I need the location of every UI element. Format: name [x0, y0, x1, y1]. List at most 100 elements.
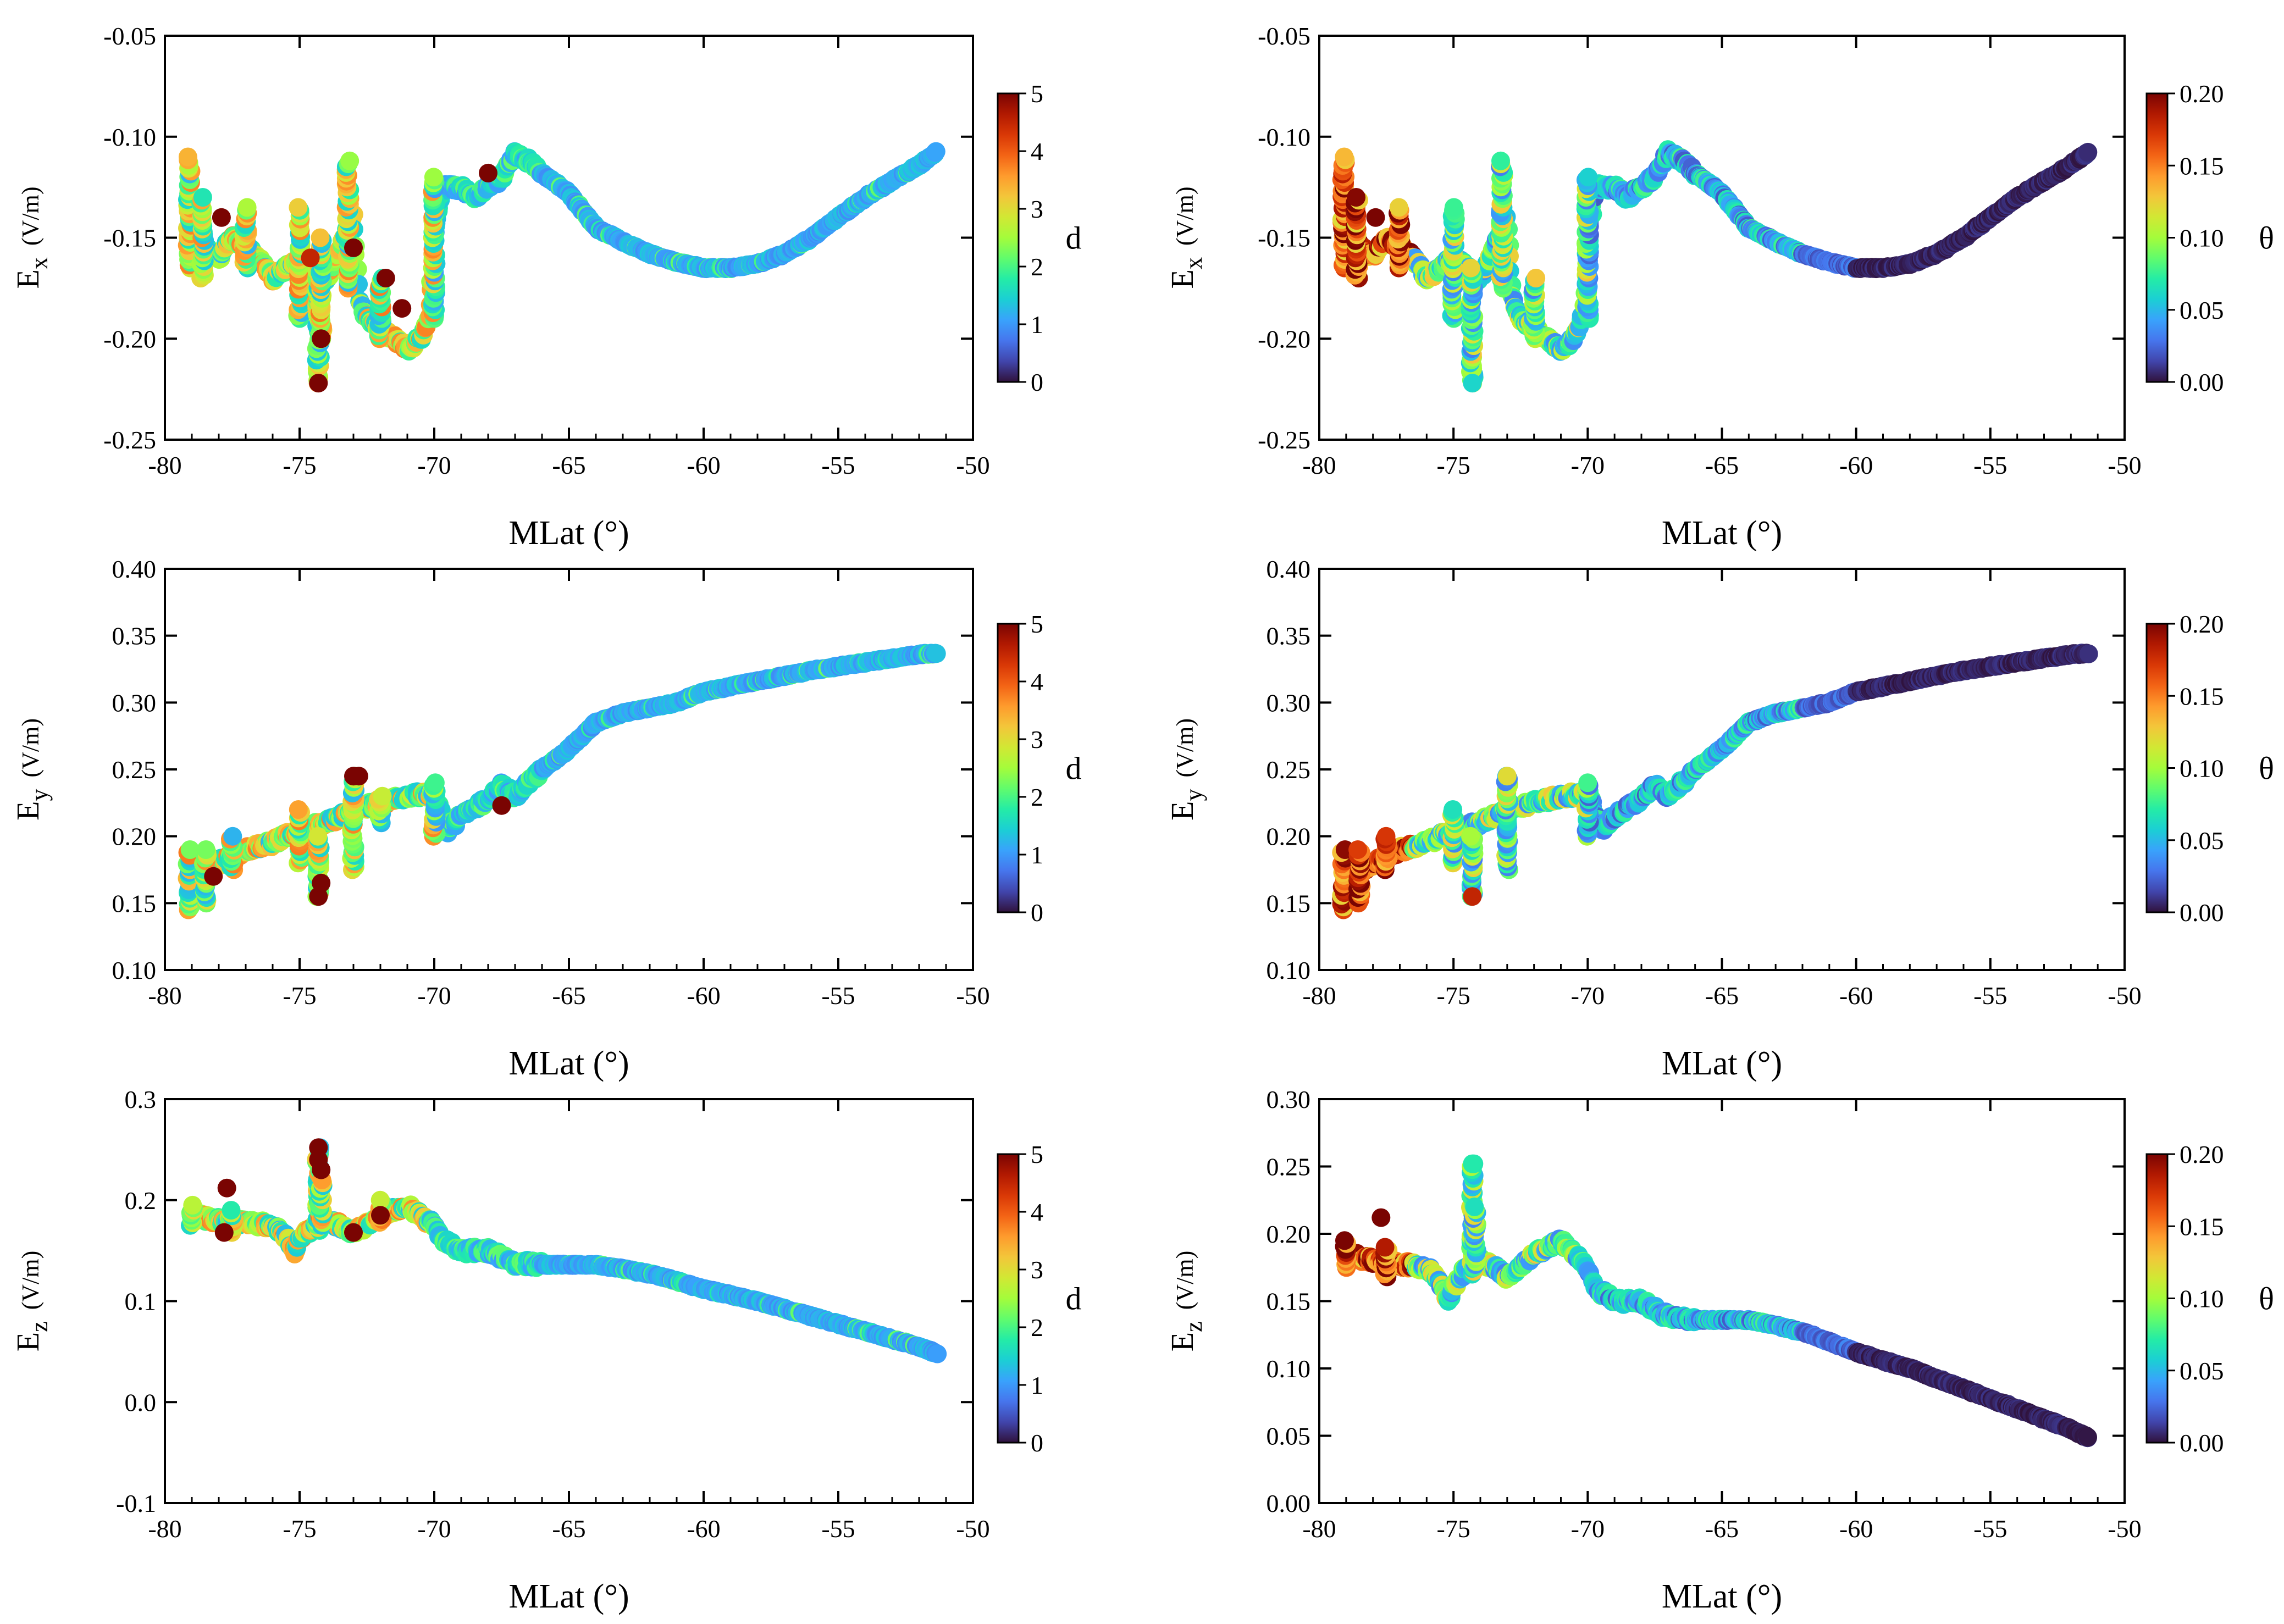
plot-frame [164, 568, 974, 971]
scatter-point [311, 228, 330, 247]
y-label-base: E [10, 801, 46, 821]
scatter-point [308, 827, 328, 846]
colorbar-tick-label: 0 [1031, 899, 1043, 927]
outlier-point [344, 1223, 363, 1242]
outlier-point [301, 248, 320, 268]
x-tick-label: -75 [283, 451, 316, 479]
colorbar: 0.000.050.100.150.20θ [2145, 610, 2274, 927]
x-tick-label: -65 [552, 982, 585, 1010]
y-tick-label: 0.35 [112, 622, 157, 650]
colorbar-tick-label: 0.00 [2180, 368, 2224, 396]
x-tick-label: -50 [2108, 982, 2141, 1010]
panel-p11: -80 -75 -70 -65 -60 -55 -50-0.25-0.20-0.15-0.1… [10, 22, 1082, 552]
y-tick-label: 0.30 [112, 689, 157, 717]
outlier-point [392, 299, 412, 318]
y-label-sub: x [26, 257, 53, 269]
y-tick-label: 0.15 [1267, 889, 1311, 917]
colorbar-tick-label: 0.10 [2180, 755, 2224, 783]
x-tick-label: -50 [956, 982, 989, 1010]
plot-frame [164, 35, 974, 441]
x-tick-label: -70 [417, 1515, 451, 1543]
y-tick-label: -0.05 [1258, 22, 1310, 50]
colorbar-tick-label: 0 [1031, 368, 1043, 396]
y-label-sub: x [1180, 257, 1207, 269]
outlier-point [1366, 208, 1385, 227]
colorbar-tick-label: 0.10 [2180, 224, 2224, 252]
x-tick-label: -70 [1571, 451, 1605, 479]
panel-p31: -80 -75 -70 -65 -60 -55 -50-0.10.00.10.20.3MLa… [10, 1085, 1082, 1615]
scatter-point [289, 800, 308, 819]
colorbar-tick-label: 0.05 [2180, 296, 2224, 324]
scatter-point [223, 827, 242, 846]
colorbar: 0.000.050.100.150.20θ [2145, 80, 2274, 396]
y-label-unit: (V/m) [17, 718, 44, 784]
colorbar-label: d [1066, 751, 1082, 786]
outlier-point [344, 238, 363, 257]
x-tick-label: -70 [417, 982, 451, 1010]
colorbar-tick-label: 4 [1031, 668, 1043, 696]
scatter-point [1579, 168, 1598, 187]
y-tick-label: -0.05 [103, 22, 156, 50]
outlier-point [371, 1206, 390, 1225]
y-tick-label: -0.20 [1258, 325, 1310, 353]
colorbar-label: d [1066, 220, 1082, 256]
scatter-point [178, 147, 197, 167]
scatter-point [926, 142, 945, 161]
panels-layer: -80 -75 -70 -65 -60 -55 -50-0.25-0.20-0.15-0.1… [10, 22, 2274, 1615]
outlier-point [214, 1223, 234, 1242]
scatter-point [1335, 147, 1354, 167]
y-axis-label: Ey (V/m) [10, 718, 53, 821]
scatter-point [193, 188, 212, 207]
x-tick-label: -75 [283, 1515, 316, 1543]
y-tick-label: -0.25 [1258, 426, 1310, 454]
outlier-point [376, 269, 395, 287]
scatter-point [1461, 258, 1480, 278]
x-tick-label: -60 [687, 451, 720, 479]
x-tick-label: -70 [1571, 982, 1605, 1010]
y-tick-label: 0.40 [112, 555, 157, 583]
outlier-point [492, 796, 511, 815]
x-tick-label: -65 [552, 1515, 585, 1543]
y-label-sub: y [1180, 789, 1207, 801]
scatter-points [181, 1138, 947, 1364]
x-tick-label: -60 [687, 1515, 720, 1543]
colorbar-tick-label: 0.15 [2180, 152, 2224, 180]
colorbar-label: θ [2259, 751, 2274, 786]
y-axis-label: Ex (V/m) [1164, 187, 1207, 289]
scatter-point [2079, 644, 2098, 663]
y-tick-label: 0.35 [1267, 622, 1311, 650]
x-axis-label: MLat (°) [508, 1045, 629, 1082]
y-tick-label: -0.10 [1258, 123, 1310, 151]
colorbar-tick-label: 0.05 [2180, 827, 2224, 855]
colorbar-tick-label: 5 [1031, 80, 1043, 108]
scatter-point [340, 151, 360, 170]
outlier-point [312, 329, 331, 348]
colorbar-tick-label: 5 [1031, 610, 1043, 638]
scatter-points [178, 644, 946, 919]
x-tick-label: -80 [148, 982, 181, 1010]
x-tick-label: -55 [821, 451, 855, 479]
colorbar-tick-label: 3 [1031, 195, 1043, 223]
scatter-point [928, 1344, 947, 1364]
colorbar-gradient [997, 92, 1020, 383]
y-tick-label: 0.20 [1267, 823, 1311, 851]
x-tick-label: -70 [417, 451, 451, 479]
plot-frame [1318, 568, 2126, 971]
outlier-point [1463, 887, 1482, 906]
panel-p22: -80 -75 -70 -65 -60 -55 -500.100.150.200.250.3… [1164, 555, 2274, 1082]
y-label-base: E [1164, 269, 1200, 289]
y-tick-label: 0.20 [112, 823, 157, 851]
x-tick-label: -80 [148, 451, 181, 479]
scatter-point [927, 644, 946, 663]
x-tick-label: -50 [2108, 451, 2141, 479]
scatter-point [289, 198, 308, 217]
y-tick-label: 0.10 [1267, 956, 1311, 984]
y-axis-label: Ey (V/m) [1164, 718, 1207, 821]
x-tick-label: -75 [283, 982, 316, 1010]
scatter-points [178, 142, 945, 393]
outlier-point [212, 208, 231, 227]
colorbar-tick-label: 3 [1031, 725, 1043, 753]
